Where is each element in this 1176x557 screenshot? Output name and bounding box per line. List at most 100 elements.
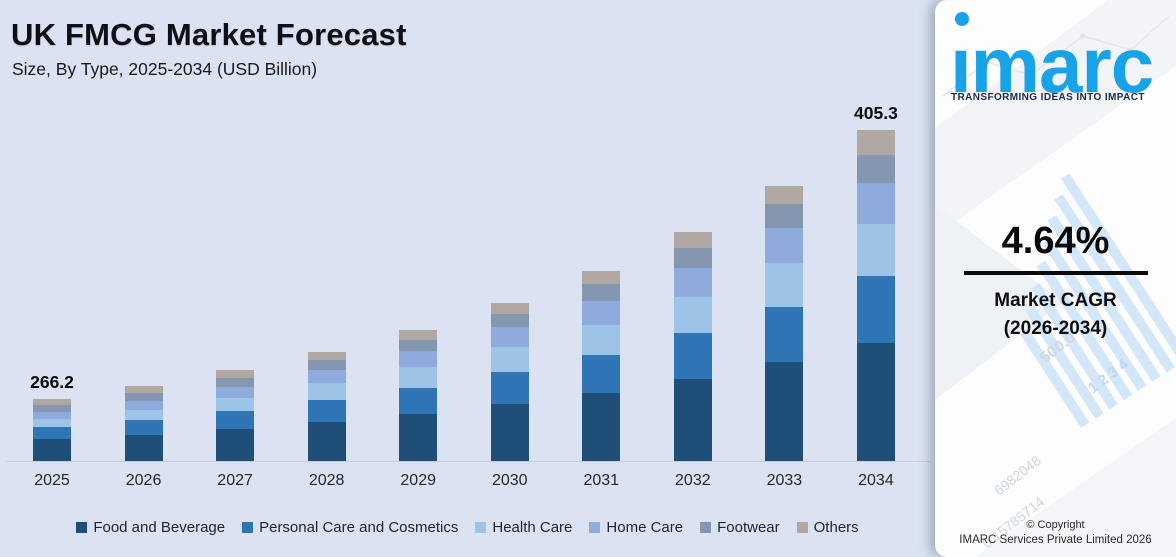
bar-segment-health-care	[124, 410, 163, 420]
bar-segment-footwear	[856, 155, 895, 183]
bar-segment-home-care	[33, 412, 71, 419]
bar-segment-home-care	[765, 228, 804, 263]
legend-item-food-and-beverage: Food and Beverage	[76, 519, 225, 536]
x-axis-labels: 2025 2026 2027 2028 2029 2030 2031 2032 2033 2034	[33, 472, 895, 490]
bar-segment-footwear	[216, 378, 255, 387]
bar-segment-personal-care-and-cosmetics	[307, 400, 346, 422]
bar-segment-personal-care-and-cosmetics	[673, 333, 712, 379]
bar-segment-personal-care-and-cosmetics	[216, 411, 255, 429]
bar-segment-others	[33, 399, 71, 405]
bar-segment-home-care	[856, 183, 895, 224]
bar-segment-home-care	[124, 401, 163, 410]
bar-segment-health-care	[216, 398, 255, 411]
bar-segment-health-care	[582, 325, 621, 355]
bar-segment-health-care	[490, 347, 529, 372]
bar-segment-food-and-beverage	[490, 404, 529, 461]
x-axis-label: 2025	[34, 472, 70, 489]
stacked-bar	[765, 186, 804, 461]
watermark-sheet	[975, 418, 1176, 557]
bar-total-label: 405.3	[854, 102, 898, 123]
watermark-graphics: 500.0 1 2 3 4 6982048 0.15785714	[935, 0, 1176, 557]
bar-segment-footwear	[490, 314, 529, 327]
legend-label: Footwear	[717, 519, 780, 536]
logo-wordmark: ımarc	[950, 21, 1154, 109]
cagr-value: 4.64%	[1001, 220, 1110, 262]
bar-column-2027	[216, 370, 255, 461]
stacked-bar	[490, 303, 529, 461]
bar-column-2026	[124, 386, 163, 461]
bar-segment-personal-care-and-cosmetics	[399, 388, 438, 414]
stacked-bar	[307, 352, 346, 461]
copyright: © Copyright IMARC Services Private Limit…	[935, 519, 1176, 546]
bar-column-2025: 266.2	[30, 373, 74, 461]
cagr-label-1: Market CAGR	[994, 290, 1117, 311]
bar-segment-others	[673, 232, 712, 248]
legend-swatch	[796, 522, 808, 533]
bar-segment-personal-care-and-cosmetics	[856, 276, 895, 343]
watermark-bar-chart	[1020, 173, 1176, 428]
legend: Food and Beverage Personal Care and Cosme…	[0, 519, 935, 536]
cagr-block: 4.64% Market CAGR (2026-2034)	[935, 222, 1176, 342]
bar-segment-footwear	[307, 360, 346, 370]
bar-column-2031	[582, 271, 621, 461]
bar-segment-home-care	[490, 327, 529, 347]
x-axis-label: 2034	[858, 472, 894, 489]
watermark-text: 6982048	[991, 452, 1044, 498]
bar-segment-health-care	[399, 367, 438, 388]
legend-swatch	[242, 522, 254, 533]
stacked-bar	[216, 370, 255, 461]
legend-swatch	[475, 522, 487, 533]
legend-label: Health Care	[492, 519, 573, 536]
bar-segment-home-care	[582, 301, 621, 325]
bar-segment-home-care	[399, 351, 438, 367]
x-axis-label: 2031	[583, 472, 620, 489]
cagr-label-2: (2026-2034)	[1003, 317, 1108, 339]
legend-swatch	[589, 522, 601, 533]
legend-item-home-care: Home Care	[589, 519, 683, 536]
bar-segment-home-care	[216, 387, 255, 398]
x-axis-label: 2033	[766, 472, 803, 489]
bar-segment-health-care	[673, 297, 712, 333]
stacked-bar	[673, 232, 712, 461]
logo-tagline: TRANSFORMING IDEAS INTO IMPACT	[951, 92, 1145, 103]
watermark-line-chart	[942, 15, 1170, 97]
legend-swatch	[700, 522, 712, 533]
legend-item-footwear: Footwear	[700, 519, 780, 536]
bar-segment-personal-care-and-cosmetics	[582, 355, 621, 393]
bar-segment-food-and-beverage	[582, 393, 621, 461]
bar-segment-health-care	[856, 224, 895, 276]
x-axis-label: 2032	[675, 472, 711, 489]
bar-segment-health-care	[33, 419, 71, 427]
bar-segment-food-and-beverage	[33, 439, 71, 461]
bar-column-2028	[307, 352, 346, 461]
bar-segment-food-and-beverage	[307, 422, 346, 461]
stacked-bar	[399, 330, 438, 461]
watermark-sheet	[935, 205, 1063, 400]
stacked-bar	[124, 386, 163, 461]
stacked-bar	[582, 271, 621, 461]
bar-segment-others	[399, 330, 438, 340]
x-axis-label: 2030	[491, 472, 528, 489]
bar-segment-health-care	[307, 383, 346, 400]
imarc-logo: ımarc TRANSFORMING IDEAS INTO IMPACT	[935, 0, 1176, 110]
brand-panel: 500.0 1 2 3 4 6982048 0.15785714 ımarc T…	[935, 0, 1176, 557]
bar-column-2030	[490, 303, 529, 461]
bar-segment-home-care	[307, 370, 346, 383]
x-axis-label: 2027	[217, 472, 253, 489]
legend-label: Personal Care and Cosmetics	[259, 519, 459, 536]
x-axis-label: 2026	[125, 472, 162, 489]
legend-label: Food and Beverage	[93, 519, 226, 536]
bar-segment-personal-care-and-cosmetics	[490, 372, 529, 404]
bar-segment-food-and-beverage	[124, 435, 163, 461]
bar-segment-home-care	[673, 268, 712, 297]
bar-segment-others	[490, 303, 529, 314]
x-axis-label: 2028	[308, 472, 345, 489]
watermark-line-dots	[984, 33, 1134, 78]
chart-subtitle: Size, By Type, 2025-2034 (USD Billion)	[12, 59, 318, 79]
bar-segment-footwear	[765, 204, 804, 228]
stacked-bar	[856, 130, 895, 461]
bar-segment-food-and-beverage	[673, 379, 712, 461]
legend-swatch	[76, 522, 88, 533]
copyright-line-2: IMARC Services Private Limited 2026	[959, 534, 1152, 546]
